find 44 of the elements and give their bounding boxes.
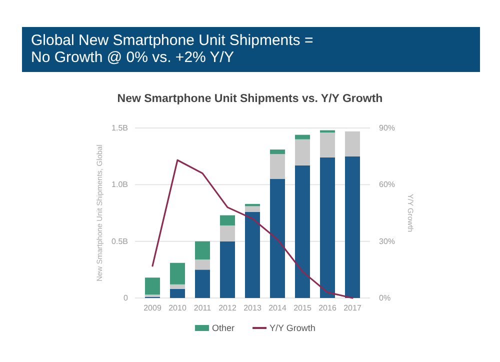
y2-tick-label: 0%: [379, 294, 391, 303]
legend-label: Y/Y Growth: [270, 323, 316, 333]
bar: [195, 241, 210, 260]
x-tick-label: 2009: [144, 304, 162, 313]
x-tick-label: 2016: [318, 304, 337, 313]
y-tick-label: 0: [124, 294, 129, 303]
bar: [220, 215, 235, 226]
x-tick-label: 2014: [268, 304, 287, 313]
x-tick-label: 2011: [194, 304, 212, 313]
bar: [270, 150, 285, 154]
bar: [320, 132, 335, 158]
bar: [295, 134, 310, 140]
x-tick-label: 2010: [168, 304, 187, 313]
y2-tick-label: 30%: [379, 236, 396, 246]
legend-label: Other: [212, 323, 235, 333]
y-tick-label: 1.5B: [112, 124, 128, 133]
line-series: [152, 159, 354, 299]
bar: [345, 131, 360, 156]
x-tick-label: 2017: [344, 304, 362, 313]
x-tick-label: 2013: [244, 304, 262, 313]
x-tick-label: 2012: [218, 304, 237, 313]
chart-title: Global New Smartphone Unit Shipments = No Growth @ 0% vs. +2% Y/Y: [31, 32, 314, 66]
bar: [145, 278, 160, 295]
bar: [170, 284, 185, 289]
y2-tick-label: 90%: [379, 124, 396, 133]
bar: [170, 262, 185, 284]
bar: [320, 157, 335, 298]
bar: [195, 270, 210, 298]
bar: [220, 241, 235, 298]
bar: [170, 288, 185, 298]
bar: [245, 206, 260, 212]
bar: [295, 139, 310, 166]
bar: [245, 212, 260, 298]
y2-tick-label: 60%: [379, 180, 396, 190]
x-tick-label: 2015: [294, 304, 312, 313]
bar: [270, 154, 285, 179]
chart-subtitle: New Smartphone Unit Shipments vs. Y/Y Growth: [117, 93, 383, 105]
bar: [220, 225, 235, 242]
bar: [295, 165, 310, 298]
y-tick-label: 1.0B: [112, 180, 128, 190]
bar: [195, 259, 210, 270]
y-tick-label: 0.5B: [112, 236, 128, 246]
bar: [345, 156, 360, 298]
bar: [270, 179, 285, 298]
